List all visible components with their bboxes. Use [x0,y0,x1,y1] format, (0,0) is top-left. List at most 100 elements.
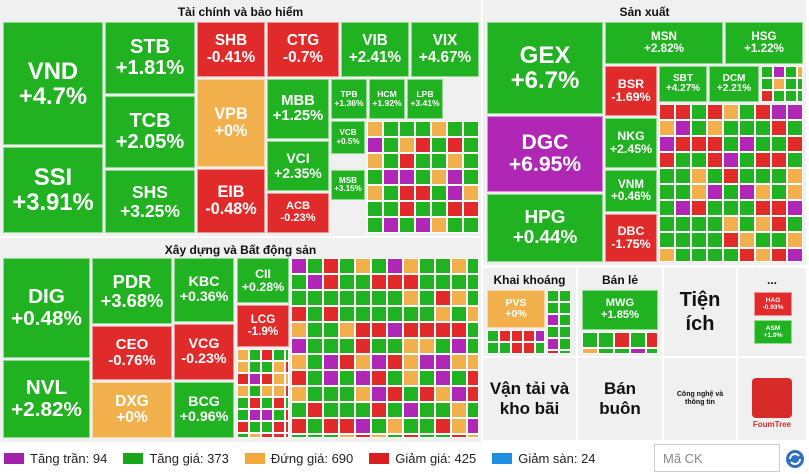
filler-tile [739,232,755,248]
stock-tile[interactable]: VCI +2.35% [267,141,329,191]
stock-tile[interactable]: MSB +3.15% [331,170,365,200]
stock-tile[interactable]: HAG -0.93% [754,292,792,316]
stock-tile[interactable]: LPB +3.41% [407,79,443,119]
stock-tile[interactable]: DGC +6.95% [487,116,603,192]
stock-tile[interactable]: ASM +1.9% [754,320,792,344]
stock-tile[interactable]: DBC -1.75% [605,214,657,262]
filler-tile [691,104,707,120]
stock-tile[interactable]: DXG +0% [92,382,172,438]
filler-tile [547,290,559,302]
stock-tile[interactable]: MBB +1.25% [267,79,329,139]
ticker: TPB [340,89,358,99]
stock-tile[interactable]: NKG +2.45% [605,118,657,168]
stock-tile[interactable]: LCG -1.9% [237,305,289,347]
stock-tile[interactable]: GEX +6.7% [487,22,603,114]
filler-tile [559,350,571,354]
filler-tile [467,338,479,354]
filler-tile [307,418,323,434]
filler-tile [675,232,691,248]
stock-tile[interactable]: SBT +4.27% [659,66,707,102]
change: -0.41% [206,48,256,66]
filler-tile [403,306,419,322]
stock-tile[interactable]: ACB -0.23% [267,193,329,233]
stock-tile[interactable]: MWG +1.85% [582,290,658,330]
filler-tile [739,184,755,200]
filler-tile [399,153,415,169]
stock-tile[interactable]: VNM +0.46% [605,170,657,212]
stock-tile[interactable]: SHS +3.25% [105,170,195,233]
stock-tile[interactable]: VIB +2.41% [341,22,409,77]
filler-tile [415,121,431,137]
filler-tile [659,184,675,200]
stock-tile[interactable]: CTG -0.7% [267,22,339,77]
stock-tile[interactable]: DCM +2.21% [709,66,759,102]
filler-tile [761,66,773,78]
ticker: HCM [377,89,397,99]
stock-tile[interactable]: TPB +1.36% [331,79,367,119]
filler-tile [419,322,435,338]
sector-title: Tài chính và bảo hiểm [177,5,304,19]
stock-tile[interactable]: HCM +1.92% [369,79,405,119]
filler-tile [355,402,371,418]
filler-tile [399,169,415,185]
stock-tile[interactable]: TCB +2.05% [105,96,195,168]
filler-tile [547,314,559,326]
filler-tile [419,338,435,354]
stock-tile[interactable]: PVS +0% [487,290,545,328]
filler-tile [285,349,289,361]
filler-tile [559,290,571,302]
filler-tile [371,258,387,274]
stock-tile[interactable]: CII +0.28% [237,258,289,303]
filler-tile [675,200,691,216]
filler-tile [403,418,419,434]
stock-tile[interactable]: MSN +2.82% [605,22,723,64]
refresh-icon[interactable] [785,449,805,469]
stock-tile[interactable]: BSR -1.69% [605,66,657,116]
stock-tile[interactable]: NVL +2.82% [3,360,90,438]
stock-tile[interactable]: EIB -0.48% [197,169,265,233]
filler-tile [419,274,435,290]
sector-title: Xây dựng và Bất động sản [164,243,317,257]
stock-tile[interactable]: CEO -0.76% [92,326,172,380]
filler-tile [387,258,403,274]
filler-tile [761,78,773,90]
change: +1.92% [372,98,402,108]
stock-tile[interactable]: SSI +3.91% [3,147,103,233]
filler-tile [371,306,387,322]
filler-tile [614,348,630,354]
filler-tile [383,153,399,169]
stock-tile[interactable]: BCG +0.96% [174,382,234,438]
ticker: NVL [25,376,68,400]
change: +1.36% [334,98,364,108]
filler-tile [435,386,451,402]
search-box[interactable]: Mã CK [654,444,780,472]
filler-tile [691,136,707,152]
stock-tile[interactable]: VPB +0% [197,79,265,167]
stock-tile[interactable]: DIG +0.48% [3,258,90,358]
filler-tile [447,137,463,153]
stock-tile[interactable]: VCB +0.5% [331,121,365,154]
stock-tile[interactable]: HPG +0.44% [487,194,603,262]
filler-tile [659,200,675,216]
filler-tile [773,90,785,102]
change: -0.76% [108,352,156,369]
stock-tile[interactable]: KBC +0.36% [174,258,234,322]
ticker: MSB [339,175,357,185]
filler-tile [598,348,614,354]
filler-tile [723,104,739,120]
filler-tile [419,434,435,438]
stock-tile[interactable]: HSG +1.22% [725,22,803,64]
stock-tile[interactable]: VND +4.7% [3,22,103,145]
stock-tile[interactable]: STB +1.81% [105,22,195,94]
filler-tile [787,120,803,136]
filler-tile [659,152,675,168]
stock-tile[interactable]: SHB -0.41% [197,22,265,77]
filler-tile [707,136,723,152]
legend-label: Giảm sàn: 24 [518,450,596,466]
ticker: DXG [115,392,149,410]
stock-tile[interactable]: VIX +4.67% [411,22,479,77]
legend-item: Giảm sàn: 24 [492,450,596,466]
stock-tile[interactable]: VCG -0.23% [174,324,234,380]
stock-tile[interactable]: PDR +3.68% [92,258,172,324]
filler-tile [435,322,451,338]
